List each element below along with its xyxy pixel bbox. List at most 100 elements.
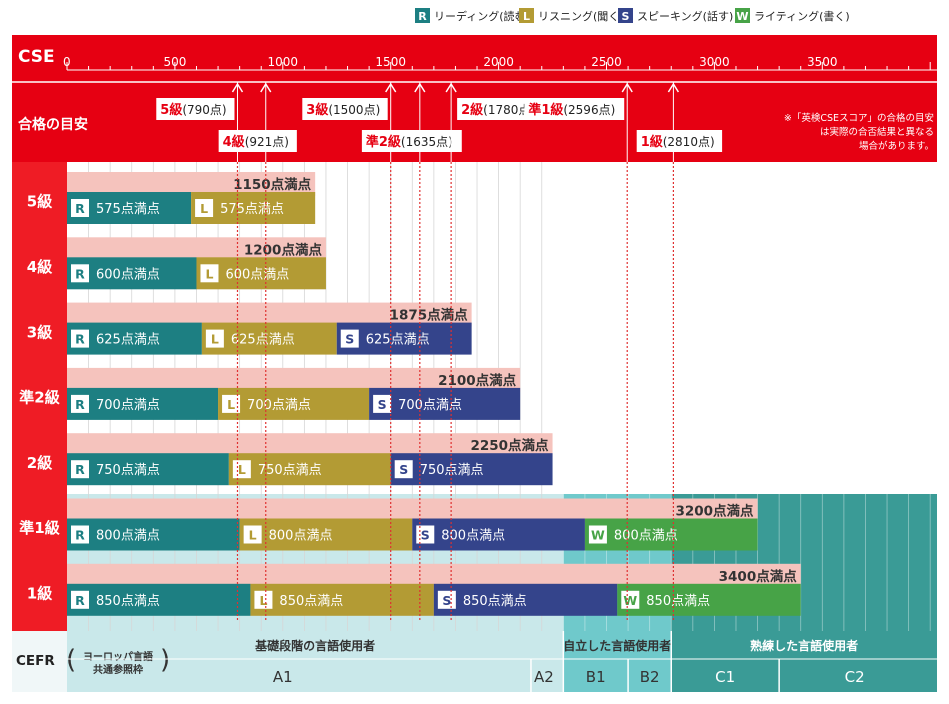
pass-mark-2: 3級(1500点) <box>302 98 388 120</box>
skill-badge-box <box>195 199 214 217</box>
total-bar-label: 3200点満点 <box>675 503 754 520</box>
cefr-title: CEFR <box>16 653 55 669</box>
axis-tick-label: 3000 <box>699 55 730 69</box>
cefr-group-1 <box>563 631 672 692</box>
skill-bar-label: 700点満点 <box>398 398 462 413</box>
skill-bar-l: L 850点満点 <box>250 583 434 616</box>
grade-label: 3級 <box>27 323 52 341</box>
skill-badge-box <box>254 590 273 609</box>
cefr-level-label: B2 <box>640 668 660 686</box>
skill-bar-label: 625点満点 <box>96 333 160 348</box>
cefr-label-background <box>12 631 67 692</box>
axis-tick-label: 1000 <box>268 55 299 69</box>
cefr-group-label: 自立した言語使用者 <box>563 638 671 653</box>
pass-mark-grade: 3級 <box>306 102 328 118</box>
total-bar-label: 2250点満点 <box>470 437 549 454</box>
total-bar-label: 1200点満点 <box>244 241 323 258</box>
grade-row-2: 1875点満点 R 625点満点 L 625点満点 S 625点満点 <box>67 302 472 355</box>
cefr-subtitle-line2: 共通参照枠 <box>93 663 143 676</box>
skill-bar-label: 700点満点 <box>96 398 160 413</box>
skill-badge-box <box>373 394 392 413</box>
skill-bar-segment <box>67 387 219 420</box>
pass-mark-text: 5級(790点) <box>160 102 226 118</box>
legend-swatch <box>415 8 430 23</box>
skill-badge-box <box>71 525 89 544</box>
pass-mark-score: (1635点) <box>401 135 453 149</box>
legend-item-l: L リスニング(聞く) <box>519 8 624 23</box>
total-bar-label: 1875点満点 <box>390 307 469 324</box>
pass-mark-grade: 4級 <box>223 134 245 150</box>
skill-badge: S <box>442 593 451 608</box>
total-bar-label: 3400点満点 <box>719 568 798 585</box>
skill-bar-segment <box>67 518 240 551</box>
grade-row-4: 2250点満点 R 750点満点 L 750点満点 S750点満点 <box>67 433 553 486</box>
pass-mark-grade: 準1級 <box>528 102 563 118</box>
bars-layer: 1150点満点 R 575点満点 L 575点満点 1200点満点 R 600点満点 L 600点… <box>67 172 801 616</box>
pass-mark-text: 1級(2810点) <box>641 134 715 150</box>
pass-mark-box <box>524 98 625 120</box>
grade-label: 準1級 <box>19 519 59 537</box>
pass-mark-box <box>302 98 388 120</box>
skill-badge-box <box>222 394 241 413</box>
skill-bar-w: W 800点満点 <box>584 518 758 551</box>
grade-column-background <box>12 162 67 631</box>
grade-label: 5級 <box>27 193 52 211</box>
pass-mark-box <box>156 98 235 120</box>
grade-label: 4級 <box>27 258 52 276</box>
axis-tick-label: 2500 <box>591 55 622 69</box>
skill-bar-label: 850点満点 <box>646 594 710 609</box>
skill-bar-segment <box>433 583 618 616</box>
skill-bar-label: 575点満点 <box>96 202 160 217</box>
pass-mark-grade: 5級 <box>160 102 182 118</box>
skill-bar-label: 800点満点 <box>96 529 160 544</box>
skill-bar-l: L 575点満点 <box>191 192 316 224</box>
skill-bar-r: R 625点満点 <box>67 322 202 355</box>
grade-label: 2級 <box>27 454 52 472</box>
skill-bar-label: 600点満点 <box>225 267 289 282</box>
legend-swatch <box>735 8 750 23</box>
pass-mark-3: 準2級(1635点) <box>361 130 462 152</box>
skill-bar-segment <box>67 322 202 355</box>
skill-badge: L <box>200 201 208 216</box>
pass-mark-grade: 2級 <box>461 102 483 118</box>
skill-badge: R <box>75 201 85 216</box>
skill-bar-r: R 600点満点 <box>67 257 197 290</box>
legend-label: リスニング(聞く) <box>538 9 624 23</box>
pass-mark-score: (1500点) <box>328 103 380 117</box>
total-bar <box>67 237 326 262</box>
skill-bar-segment <box>201 322 337 355</box>
skill-bar-label: 800点満点 <box>614 529 678 544</box>
skill-bar-segment <box>412 518 585 551</box>
legend-swatch <box>618 8 633 23</box>
cefr-level-label: C1 <box>715 668 735 686</box>
legend-label: スピーキング(話す) <box>637 9 733 23</box>
grade-row-3: 2100点満点 R 700点満点 L 700点満点 S 700点満点 <box>67 367 521 420</box>
skill-bar-label: 800点満点 <box>269 529 333 544</box>
skill-bar-s: S 700点満点 <box>369 387 521 420</box>
skill-badge: S <box>399 462 408 477</box>
disclaimer-note: 場合があります。 <box>859 140 934 152</box>
skill-badge: R <box>75 397 85 412</box>
skill-bar-l: L 800点満点 <box>239 518 413 551</box>
skill-badge: W <box>591 528 605 543</box>
cefr-basic-fill <box>67 631 564 692</box>
grade-row-0: 1150点満点 R 575点満点 L 575点満点 <box>67 172 316 224</box>
pass-mark-score: (2810点) <box>663 135 715 149</box>
pass-mark-text: 準2級(1635点) <box>366 134 453 150</box>
label-layer: R リーディング(読む)L リスニング(聞く)S スピーキング(話す) W ライティング(… <box>16 8 937 692</box>
pass-mark-grade: 準2級 <box>366 134 401 150</box>
pass-mark-score: (921点) <box>245 135 289 149</box>
skill-bar-segment <box>67 583 251 616</box>
legend-item-r: R リーディング(読む) <box>415 8 530 23</box>
pass-mark-grade: 1級 <box>641 134 663 150</box>
axis-tick-label: 1500 <box>375 55 406 69</box>
skill-badge-box <box>71 264 89 283</box>
pass-marker-arrow <box>445 82 457 93</box>
grade-row-1: 1200点満点 R 600点満点 L 600点満点 <box>67 237 326 290</box>
skill-bar-label: 625点満点 <box>366 333 430 348</box>
skill-bar-l: L 600点満点 <box>196 257 326 290</box>
skill-badge-box <box>588 525 607 544</box>
skill-bar-s: S 625点満点 <box>336 322 472 355</box>
pass-mark-text: 準1級(2596点) <box>528 102 615 118</box>
pass-mark-score: (2596点) <box>563 103 615 117</box>
